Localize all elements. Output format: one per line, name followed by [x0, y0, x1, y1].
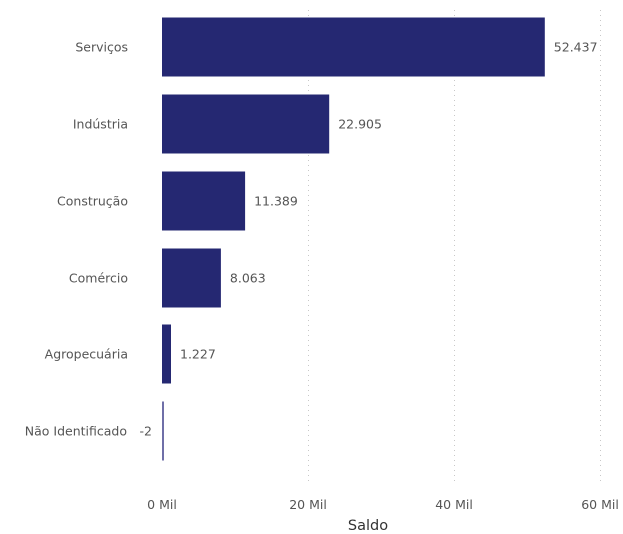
value-label-5: -2 [140, 424, 152, 439]
x-axis-title: Saldo [348, 518, 388, 534]
category-label-2: Construção [57, 194, 128, 209]
value-label-4: 1.227 [180, 347, 216, 362]
category-label-3: Comércio [69, 271, 128, 286]
x-tick-label-1: 20 Mil [289, 497, 327, 512]
bars [162, 17, 545, 461]
value-label-2: 11.389 [254, 194, 298, 209]
bar-1 [162, 94, 330, 154]
category-label-1: Indústria [73, 117, 128, 132]
value-label-1: 22.905 [338, 117, 382, 132]
category-labels: Serviços Indústria Construção Comércio Agrop… [25, 40, 128, 439]
x-tick-label-3: 60 Mil [581, 497, 619, 512]
x-tick-label-0: 0 Mil [147, 497, 177, 512]
gridlines [308, 10, 601, 482]
category-label-5: Não Identificado [25, 424, 127, 439]
value-label-3: 8.063 [230, 271, 266, 286]
category-label-0: Serviços [75, 40, 128, 55]
bar-0 [162, 17, 545, 77]
bar-5 [162, 401, 164, 461]
category-label-4: Agropecuária [45, 347, 128, 362]
value-labels: 52.437 22.905 11.389 8.063 1.227 -2 [140, 40, 598, 439]
bar-2 [162, 171, 246, 231]
x-tick-label-2: 40 Mil [435, 497, 473, 512]
bar-3 [162, 248, 221, 308]
bar-4 [162, 324, 171, 384]
value-label-0: 52.437 [554, 40, 598, 55]
x-axis-ticks: 0 Mil 20 Mil 40 Mil 60 Mil [147, 497, 619, 512]
